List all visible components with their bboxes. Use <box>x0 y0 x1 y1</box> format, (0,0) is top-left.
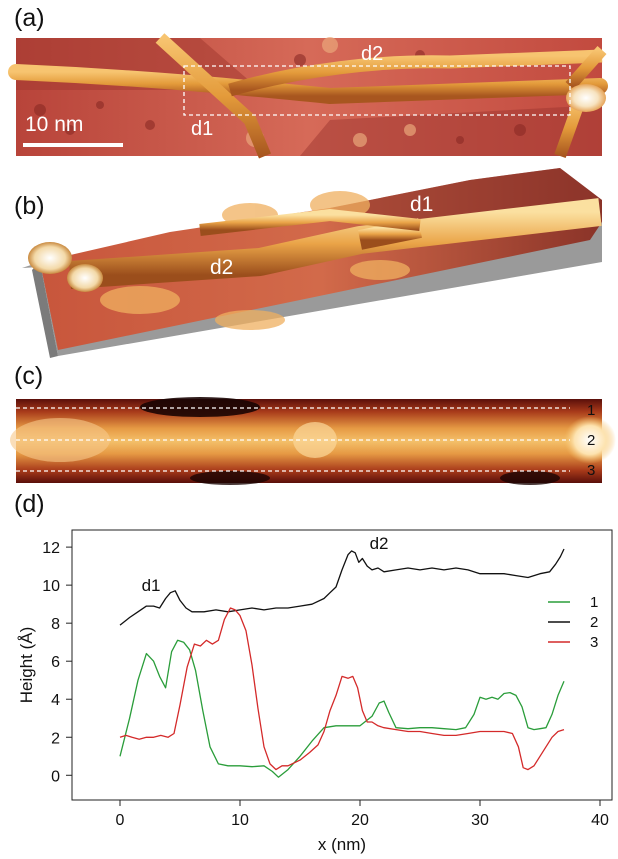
annotation-d2: d2 <box>370 534 389 553</box>
line-label-3: 3 <box>587 462 596 479</box>
y-tick-label: 10 <box>42 578 60 595</box>
x-tick-label: 0 <box>116 812 125 829</box>
y-tick-label: 8 <box>51 616 60 633</box>
scale-bar-label: 10 nm <box>25 113 84 136</box>
line-label-2: 2 <box>587 432 596 449</box>
annotation-d1: d1 <box>142 576 161 595</box>
y-tick-label: 0 <box>51 768 60 785</box>
panel-label-d: (d) <box>14 490 45 518</box>
x-tick-label: 20 <box>351 812 369 829</box>
panel-label-c: (c) <box>14 362 44 390</box>
legend-label-2: 2 <box>590 614 598 631</box>
y-tick-label: 2 <box>51 730 60 747</box>
panel-label-a: (a) <box>14 4 45 32</box>
plot-frame <box>71 529 613 801</box>
series-line-3 <box>119 607 565 771</box>
y-axis-label: Height (Å) <box>17 627 36 704</box>
defect-label-d1-a: d1 <box>191 118 214 140</box>
line-label-1: 1 <box>587 402 596 419</box>
y-tick-label: 6 <box>51 654 60 671</box>
legend-label-1: 1 <box>590 594 598 611</box>
x-tick-label: 30 <box>471 812 489 829</box>
x-axis-label: x (nm) <box>318 835 366 854</box>
series-line-1 <box>119 639 565 778</box>
defect-label-d1-b: d1 <box>410 193 434 216</box>
legend-label-3: 3 <box>590 634 598 651</box>
y-tick-label: 12 <box>42 540 60 557</box>
defect-label-d2-b: d2 <box>210 256 234 279</box>
defect-label-d2-a: d2 <box>361 43 384 65</box>
y-tick-label: 4 <box>51 692 60 709</box>
panel-label-b: (b) <box>14 192 45 220</box>
x-tick-label: 40 <box>591 812 609 829</box>
series-line-2 <box>119 548 565 626</box>
x-tick-label: 10 <box>231 812 249 829</box>
